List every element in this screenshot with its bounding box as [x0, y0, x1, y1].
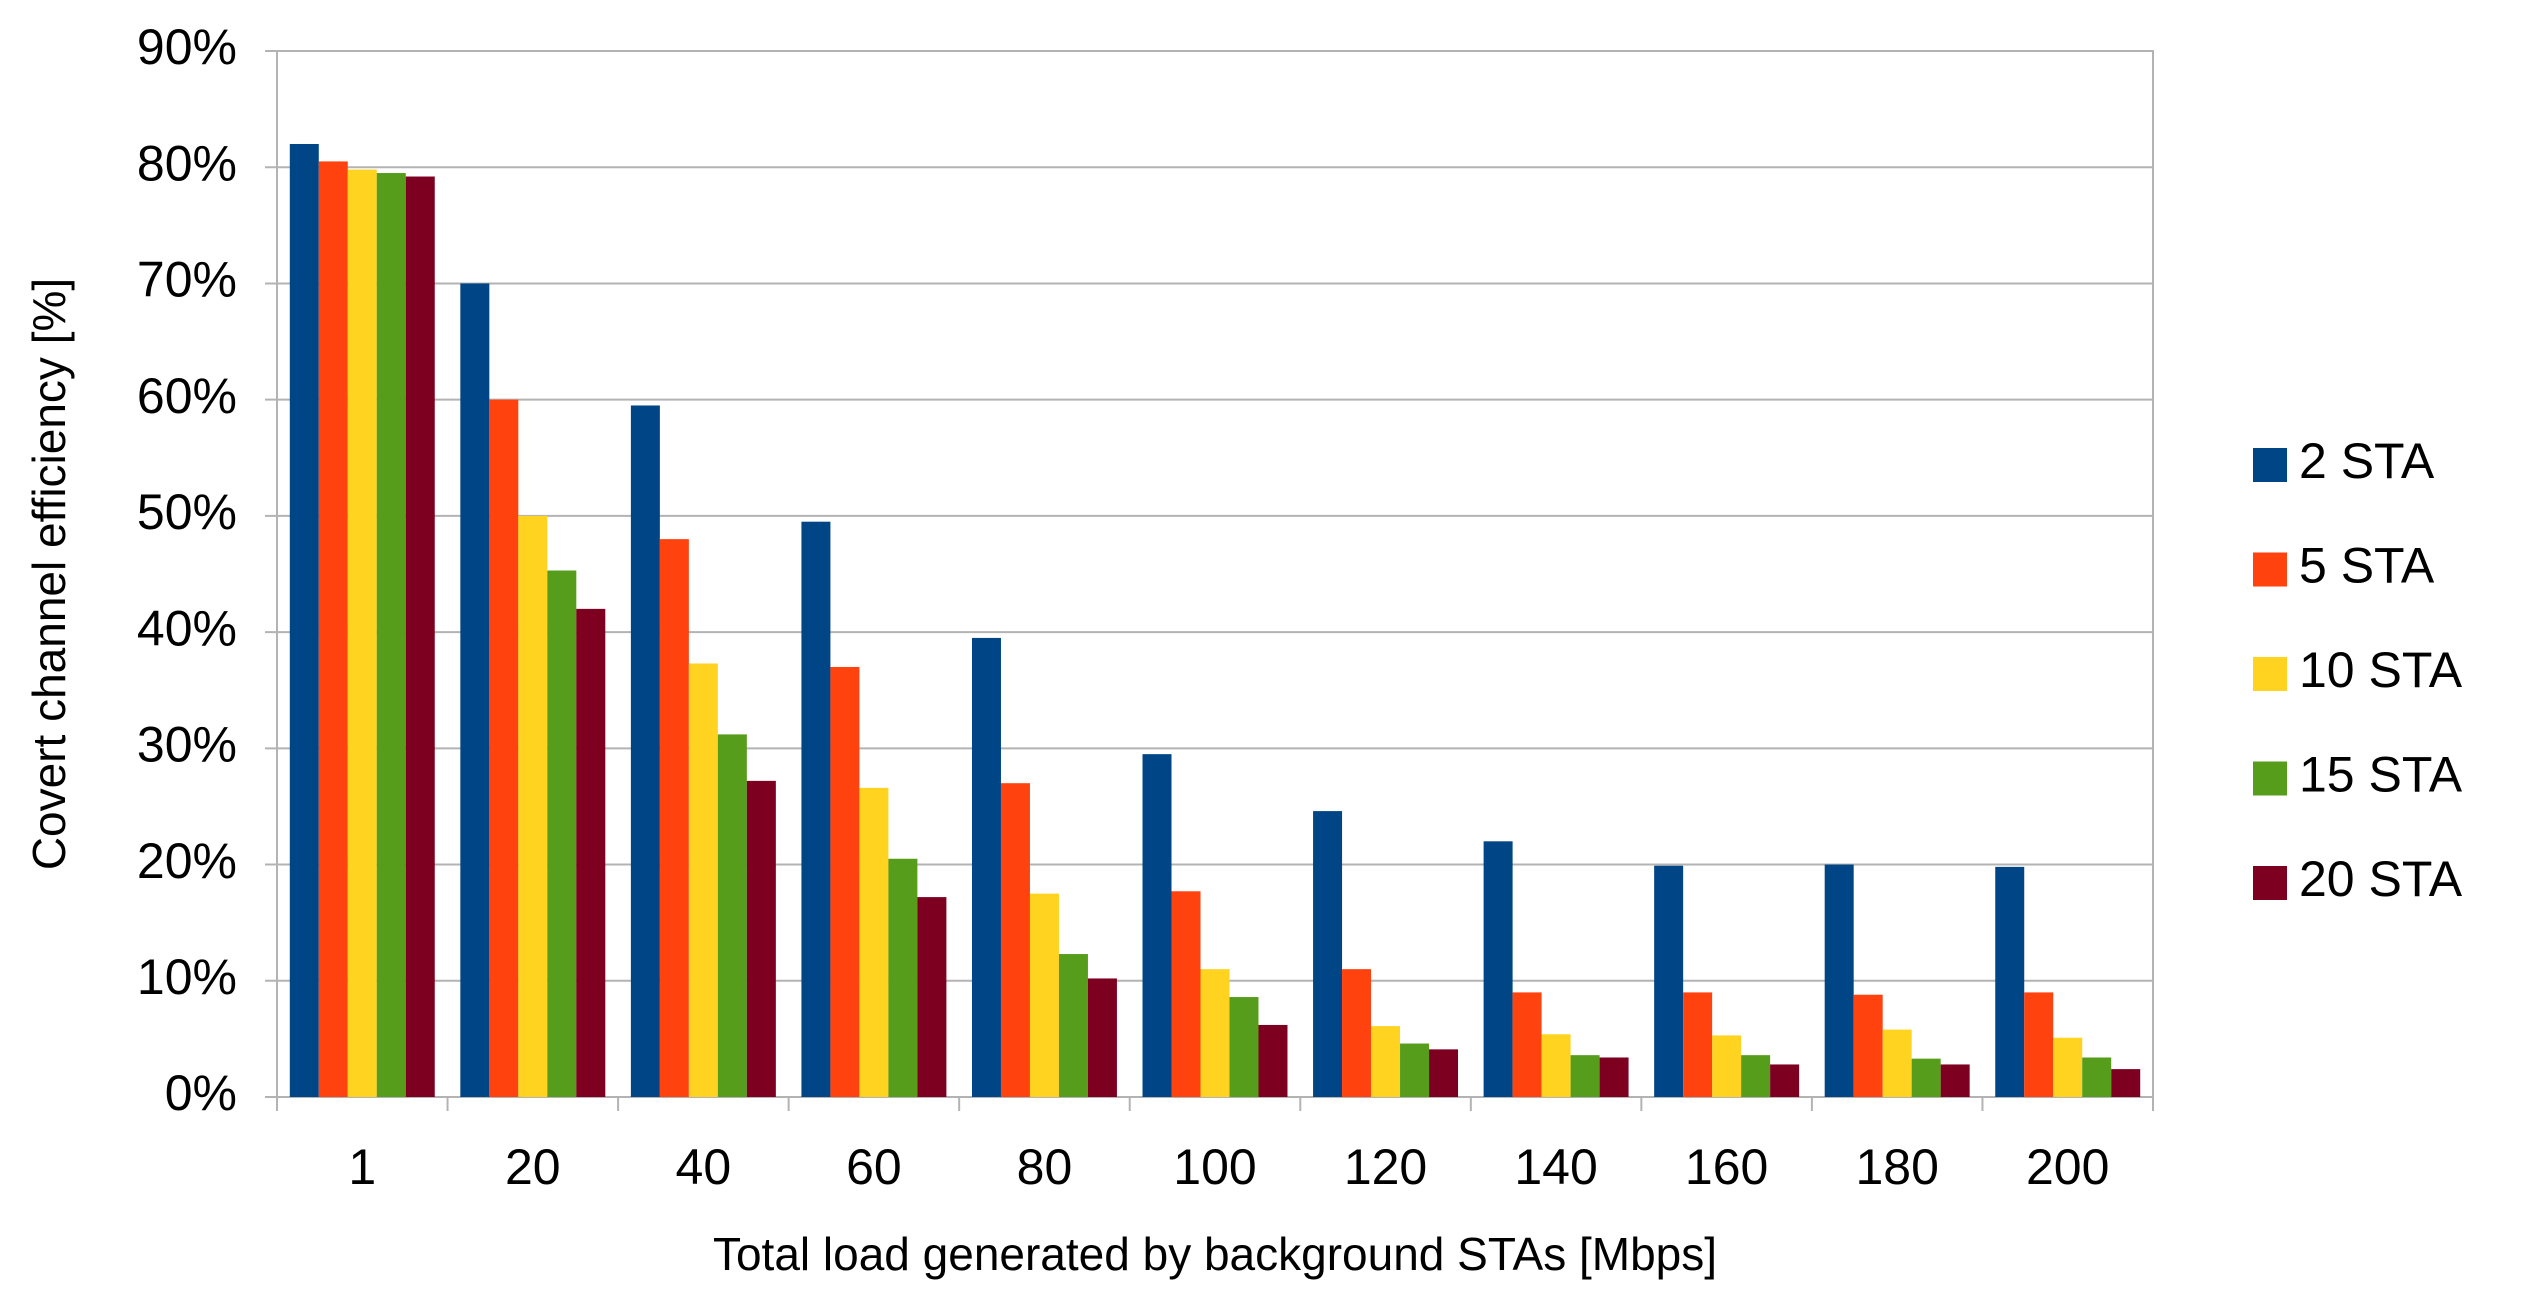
legend-label: 5 STA — [2299, 538, 2435, 594]
y-tick-label: 40% — [137, 600, 237, 656]
y-tick-label: 70% — [137, 252, 237, 308]
y-tick-label: 10% — [137, 949, 237, 1005]
y-tick-label: 0% — [165, 1065, 237, 1121]
bar — [830, 666, 860, 1097]
legend-swatch — [2253, 448, 2287, 482]
x-tick-label: 120 — [1344, 1139, 1427, 1195]
bar — [1911, 1058, 1941, 1097]
x-tick-label: 80 — [1017, 1139, 1073, 1195]
bar — [547, 570, 577, 1097]
y-tick-label: 50% — [137, 484, 237, 540]
bar — [1000, 783, 1030, 1097]
bar — [1570, 1055, 1600, 1097]
x-axis-title: Total load generated by background STAs … — [713, 1228, 1717, 1280]
x-tick-label: 1 — [348, 1139, 376, 1195]
bar — [1058, 954, 1088, 1097]
legend-swatch — [2253, 657, 2287, 691]
bar — [1683, 992, 1713, 1097]
legend-swatch — [2253, 761, 2287, 796]
x-tick-label: 200 — [2026, 1139, 2109, 1195]
bar — [2024, 992, 2054, 1097]
bar — [630, 405, 660, 1097]
y-tick-label: 60% — [137, 368, 237, 424]
bar — [1087, 978, 1117, 1097]
x-tick-label: 180 — [1855, 1139, 1938, 1195]
bar — [971, 637, 1001, 1097]
legend-label: 20 STA — [2299, 851, 2463, 907]
y-axis-title: Covert channel efficiency [%] — [23, 278, 75, 870]
x-tick-label: 40 — [676, 1139, 732, 1195]
bar — [1029, 893, 1059, 1097]
x-tick-label: 20 — [505, 1139, 561, 1195]
y-tick-label: 30% — [137, 717, 237, 773]
x-tick-label: 100 — [1173, 1139, 1256, 1195]
bar — [405, 176, 435, 1097]
bar — [1342, 969, 1372, 1097]
legend-label: 10 STA — [2299, 642, 2463, 698]
bar — [1171, 891, 1201, 1097]
bar — [1824, 864, 1854, 1097]
bar — [1313, 811, 1343, 1097]
bar — [1712, 1035, 1742, 1097]
bar — [1400, 1043, 1430, 1097]
bar — [2111, 1069, 2141, 1097]
bar — [1200, 969, 1230, 1097]
bar — [859, 787, 889, 1097]
bar — [688, 663, 718, 1097]
bar — [1371, 1026, 1401, 1097]
bar — [576, 608, 606, 1097]
x-tick-label: 60 — [846, 1139, 902, 1195]
legend-label: 15 STA — [2299, 747, 2463, 803]
bar — [1483, 841, 1513, 1097]
bar — [1741, 1055, 1771, 1097]
bar — [659, 539, 689, 1097]
legend-label: 2 STA — [2299, 433, 2435, 489]
bar — [1541, 1034, 1571, 1097]
bar — [347, 169, 377, 1098]
y-tick-label: 80% — [137, 135, 237, 191]
bar — [888, 858, 918, 1097]
bar — [1512, 992, 1542, 1097]
bar — [2082, 1057, 2112, 1097]
bar — [1142, 754, 1172, 1097]
y-tick-label: 90% — [137, 19, 237, 75]
bar — [746, 780, 776, 1097]
bar — [1940, 1064, 1970, 1097]
bar — [518, 515, 548, 1097]
bar — [460, 283, 490, 1097]
bar — [318, 161, 348, 1097]
bar — [1429, 1049, 1459, 1097]
bar — [1654, 865, 1684, 1097]
bar — [717, 734, 747, 1097]
bar — [1258, 1024, 1288, 1097]
bar — [917, 897, 947, 1097]
x-tick-label: 140 — [1514, 1139, 1597, 1195]
bar — [1995, 866, 2025, 1097]
legend-swatch — [2253, 552, 2287, 587]
x-tick-label: 160 — [1685, 1139, 1768, 1195]
bar — [1229, 997, 1259, 1097]
bar — [1882, 1029, 1912, 1097]
bar — [1770, 1064, 1800, 1097]
bar — [1853, 994, 1883, 1097]
y-tick-label: 20% — [137, 833, 237, 889]
bar — [289, 143, 319, 1097]
bar — [489, 399, 519, 1098]
bar — [2053, 1037, 2083, 1097]
bar — [376, 173, 406, 1098]
bar — [1599, 1057, 1629, 1097]
bar — [801, 521, 831, 1097]
legend-swatch — [2253, 866, 2287, 900]
